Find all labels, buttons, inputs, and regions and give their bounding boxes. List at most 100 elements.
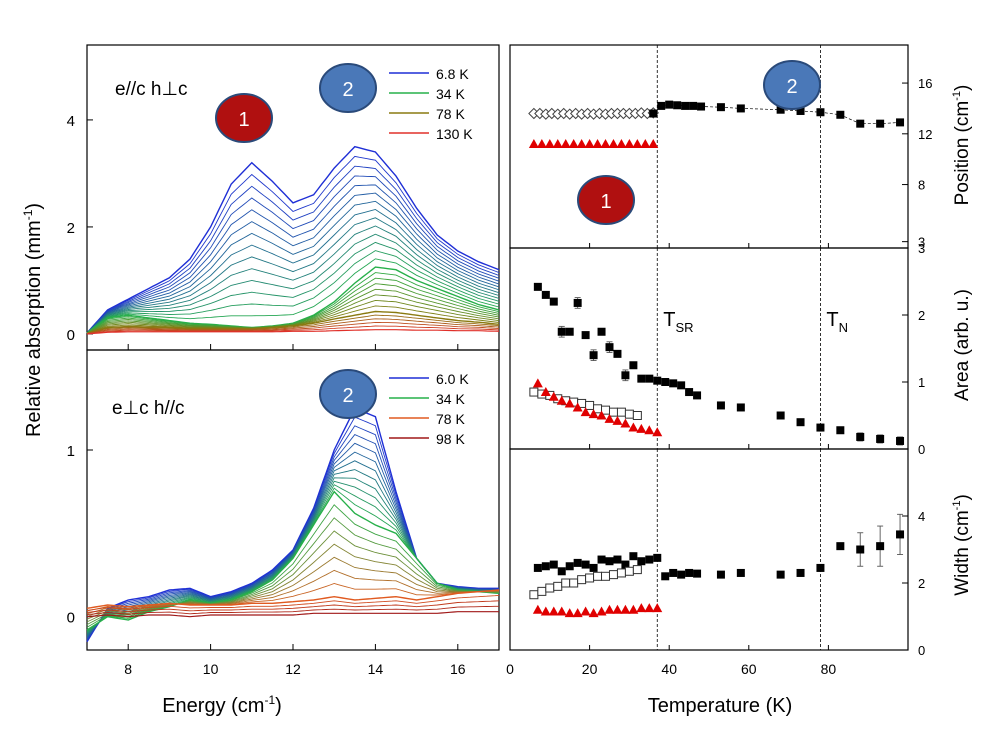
data-point xyxy=(608,138,619,148)
legend-label: 6.0 K xyxy=(436,371,469,387)
data-point xyxy=(608,407,618,417)
data-point xyxy=(616,407,626,417)
data-point xyxy=(613,555,622,564)
position-y-axis-label: Position (cm-1) xyxy=(951,85,973,206)
y-tick-label: 1 xyxy=(918,375,925,390)
peak-badge-2-label: 2 xyxy=(342,79,353,101)
data-point xyxy=(565,562,574,571)
data-point xyxy=(608,570,618,580)
width-y-axis-label: Width (cm-1) xyxy=(951,494,973,596)
data-point xyxy=(876,119,885,128)
y-tick-label: 16 xyxy=(918,76,932,91)
data-point xyxy=(649,109,658,118)
spectrum-line xyxy=(86,217,500,334)
data-point xyxy=(529,590,539,600)
spectrum-line xyxy=(86,594,500,611)
spectrum-line xyxy=(86,530,500,623)
spectrum-line xyxy=(86,318,500,335)
data-point xyxy=(616,568,626,578)
spectrum-line xyxy=(86,209,500,334)
x-tick-label: 80 xyxy=(821,661,837,677)
spectrum-line xyxy=(86,569,500,615)
data-point xyxy=(628,422,639,432)
data-point xyxy=(653,376,662,385)
data-point xyxy=(572,402,583,412)
data-point xyxy=(548,391,559,401)
data-point xyxy=(540,606,551,616)
peak-badge-2-label: 2 xyxy=(786,76,797,98)
data-point xyxy=(589,351,598,360)
panel-right-middle: 0 1 2 3 TSR TN xyxy=(509,241,925,457)
data-point xyxy=(856,432,865,441)
spectrum-line xyxy=(86,258,500,334)
data-point xyxy=(673,101,682,110)
spectrum-line xyxy=(86,329,500,335)
data-point xyxy=(693,391,702,400)
data-point xyxy=(581,560,590,569)
data-point xyxy=(876,542,885,551)
data-point xyxy=(657,101,666,110)
panel-left-bottom: 0 1 8 10 12 14 16 6.0 K 34 K 78 K 98 K e⊥c h//c 2 xyxy=(67,349,500,677)
data-point xyxy=(557,567,566,576)
data-point xyxy=(645,374,654,383)
data-point xyxy=(653,553,662,562)
x-tick-label: 40 xyxy=(661,661,677,677)
tn-annotation: TN xyxy=(826,309,848,335)
data-point xyxy=(836,110,845,119)
y-tick-label: 2 xyxy=(67,220,75,237)
data-point xyxy=(537,586,547,596)
data-point xyxy=(540,387,551,397)
data-point xyxy=(856,119,865,128)
data-point xyxy=(605,557,614,566)
data-point xyxy=(541,290,550,299)
data-point xyxy=(636,423,647,433)
data-point xyxy=(644,603,655,613)
legend-label: 34 K xyxy=(436,86,465,102)
data-point xyxy=(528,138,539,148)
data-point xyxy=(536,138,547,148)
data-point xyxy=(581,331,590,340)
data-point xyxy=(601,571,611,581)
tsr-annotation: TSR xyxy=(663,309,693,335)
y-tick-label: 8 xyxy=(918,178,925,193)
y-tick-label: 0 xyxy=(918,442,925,457)
data-point xyxy=(624,566,634,576)
data-point xyxy=(716,401,725,410)
data-point xyxy=(585,573,595,583)
data-point xyxy=(628,604,639,614)
data-point xyxy=(573,558,582,567)
data-point xyxy=(736,104,745,113)
spectrum-line xyxy=(86,184,500,334)
data-point xyxy=(736,403,745,412)
data-point xyxy=(665,100,674,109)
spectrum-line xyxy=(86,155,500,334)
data-point xyxy=(816,423,825,432)
y-tick-label: 1 xyxy=(67,443,75,460)
data-point xyxy=(697,102,706,111)
polarization-label: e⊥c h//c xyxy=(112,398,185,419)
data-point xyxy=(736,568,745,577)
data-point xyxy=(545,583,555,593)
data-point xyxy=(632,411,642,420)
data-point xyxy=(532,604,543,614)
data-point xyxy=(621,371,630,380)
spectrum-line xyxy=(86,225,500,334)
data-point xyxy=(681,101,690,110)
data-point xyxy=(661,378,670,386)
data-point xyxy=(629,361,638,370)
data-point xyxy=(616,138,627,148)
data-point xyxy=(620,418,631,428)
data-point xyxy=(612,604,623,614)
y-tick-label: 12 xyxy=(918,127,932,142)
x-tick-label: 60 xyxy=(741,661,757,677)
y-tick-label: 4 xyxy=(918,509,925,524)
data-point xyxy=(644,425,655,435)
data-point xyxy=(533,563,542,572)
legend-label: 78 K xyxy=(436,411,465,427)
peak-badge-1-label: 1 xyxy=(600,191,611,213)
spectrum-line xyxy=(86,250,500,334)
spectrum-line xyxy=(86,556,499,617)
data-point xyxy=(541,562,550,571)
